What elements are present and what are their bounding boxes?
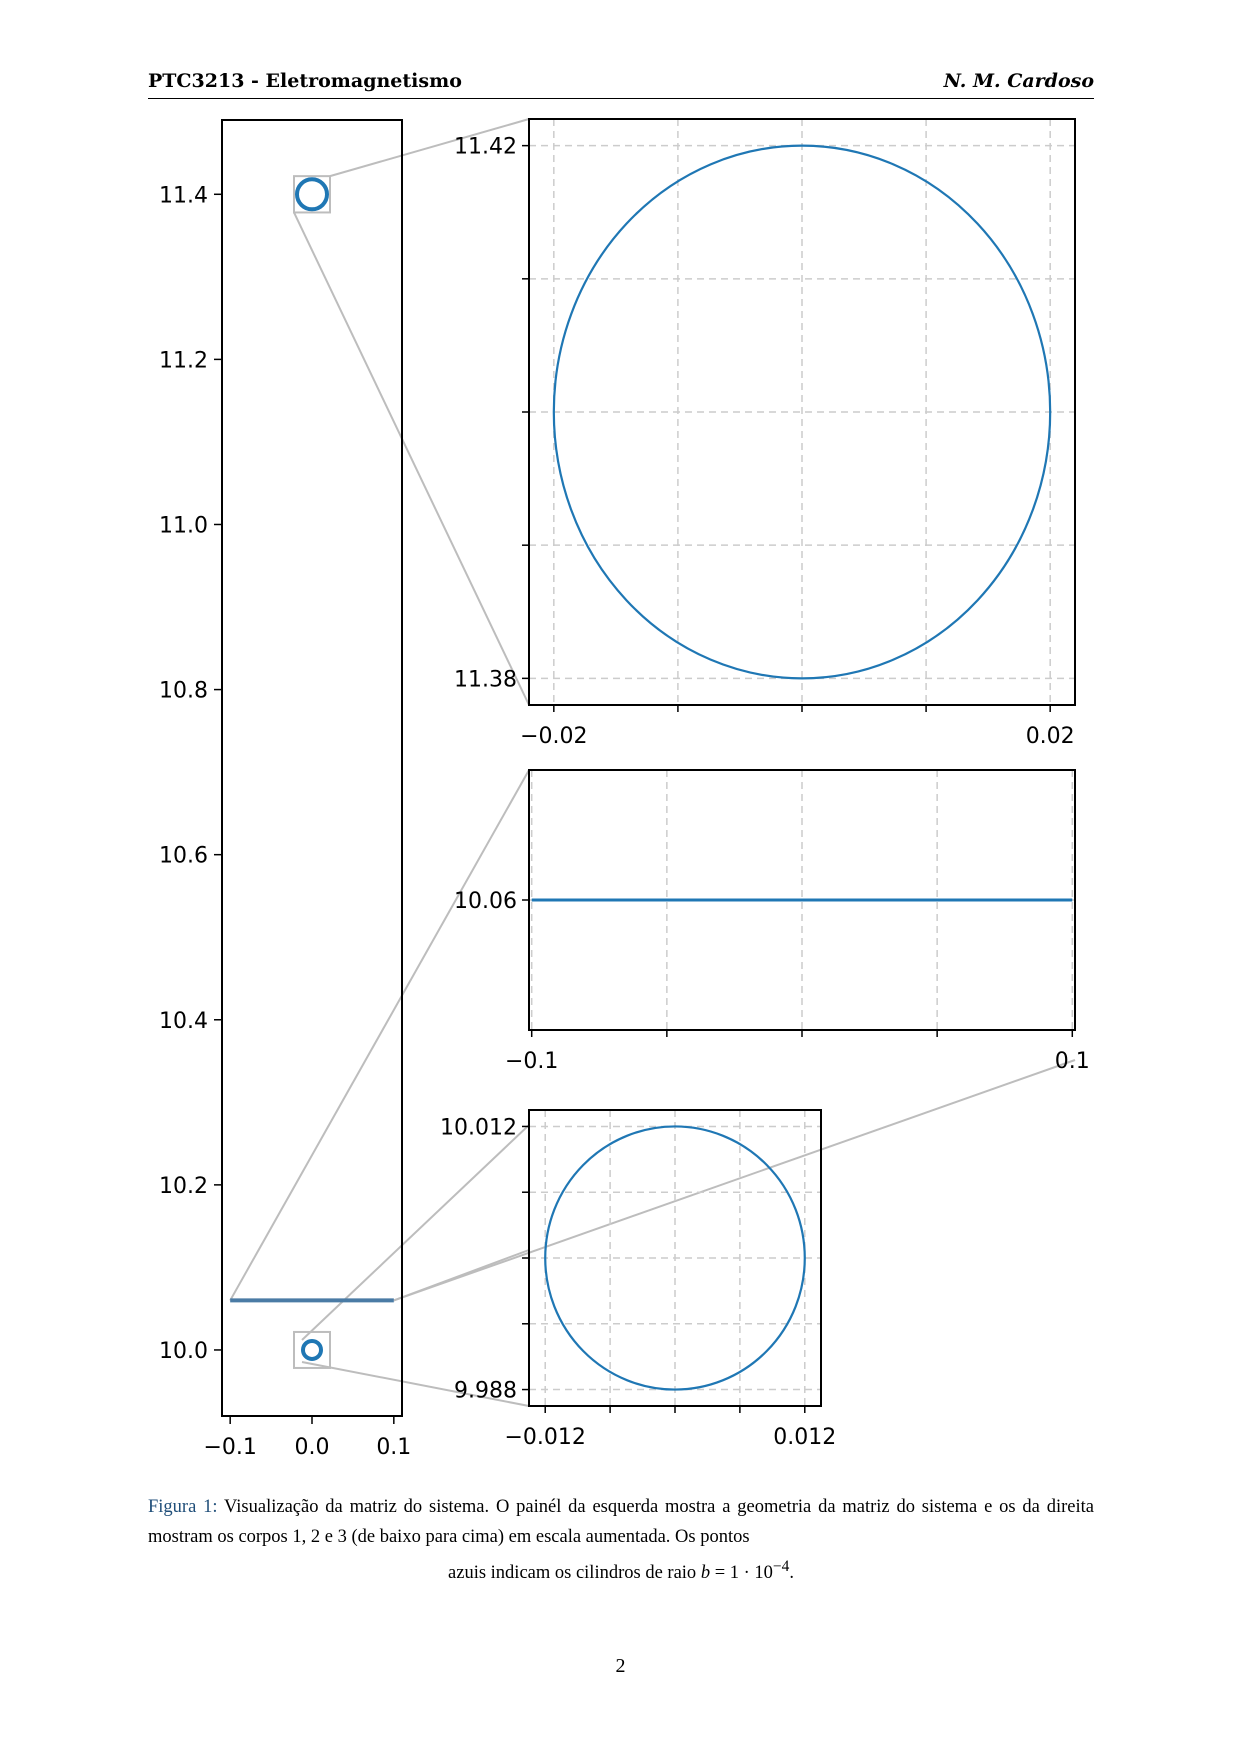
author-name: N. M. Cardoso <box>943 70 1094 92</box>
connector-line <box>329 118 530 178</box>
x-tick-label: 0.0 <box>295 1435 330 1460</box>
y-tick-label: 10.6 <box>159 844 208 869</box>
y-tick-label: 11.2 <box>159 348 208 373</box>
connector-line <box>393 1249 530 1302</box>
connector-line <box>393 1059 1076 1302</box>
connector-line <box>293 212 530 706</box>
y-tick-label: 11.4 <box>159 183 208 208</box>
inset-body-1-circle <box>544 1125 806 1391</box>
caption-text: Visualização da matriz do sistema. O pai… <box>148 1497 1094 1547</box>
caption-equals: = 1 · 10 <box>710 1563 773 1584</box>
caption-end: . <box>789 1563 794 1584</box>
y-tick-label: 10.8 <box>159 679 208 704</box>
inset-body-3-y-tick-label: 11.42 <box>454 135 517 160</box>
caption-exponent: −4 <box>772 1558 790 1575</box>
caption-label: Figura 1: <box>148 1497 218 1517</box>
inset-body-1-y-tick-label: 10.012 <box>440 1115 517 1140</box>
course-title: PTC3213 - Eletromagnetismo <box>148 70 462 92</box>
inset-body-2-x-tick-label: 0.1 <box>1055 1049 1090 1074</box>
inset-body-2-y-tick-label: 10.06 <box>454 889 517 914</box>
y-tick-label: 10.0 <box>159 1339 208 1364</box>
connector-line <box>301 1360 530 1407</box>
figure-caption: Figura 1: Visualização da matriz do sist… <box>148 1492 1094 1588</box>
inset-body-1-x-tick-label: 0.012 <box>773 1425 836 1450</box>
connector-line <box>229 769 530 1301</box>
y-tick-label: 10.2 <box>159 1174 208 1199</box>
inset-body-1-x-tick-label: −0.012 <box>505 1425 586 1450</box>
inset-body-1-y-tick-label: 9.988 <box>454 1379 517 1404</box>
page-header: PTC3213 - Eletromagnetismo N. M. Cardoso <box>148 70 1094 99</box>
inset-body-3-x-tick-label: 0.02 <box>1026 724 1075 749</box>
inset-body-3-x-tick-label: −0.02 <box>520 724 587 749</box>
left-panel-frame <box>221 119 403 1417</box>
body-3-circle <box>295 177 329 212</box>
x-tick-label: 0.1 <box>376 1435 411 1460</box>
y-tick-label: 10.4 <box>159 1009 208 1034</box>
inset-body-3-circle <box>552 144 1052 680</box>
y-tick-label: 11.0 <box>159 513 208 538</box>
caption-b-symbol: b <box>700 1563 711 1584</box>
inset-body-3-y-tick-label: 11.38 <box>454 667 517 692</box>
zoom-indicator-body-3 <box>293 175 331 214</box>
caption-last-text: azuis indicam os cilindros de raio <box>448 1563 701 1584</box>
connector-line <box>301 1124 530 1341</box>
inset-body-2-x-tick-label: −0.1 <box>505 1049 558 1074</box>
x-tick-label: −0.1 <box>203 1435 256 1460</box>
caption-last-line: azuis indicam os cilindros de raio b = 1… <box>148 1552 1094 1588</box>
figure: 10.0 10.2 10.4 10.6 10.8 11.0 11.2 11.4 −0.1 0.0 0… <box>159 118 1090 1460</box>
page-number: 2 <box>615 1655 626 1677</box>
body-1-circle <box>301 1338 323 1361</box>
zoom-indicator-body-1 <box>293 1330 331 1369</box>
